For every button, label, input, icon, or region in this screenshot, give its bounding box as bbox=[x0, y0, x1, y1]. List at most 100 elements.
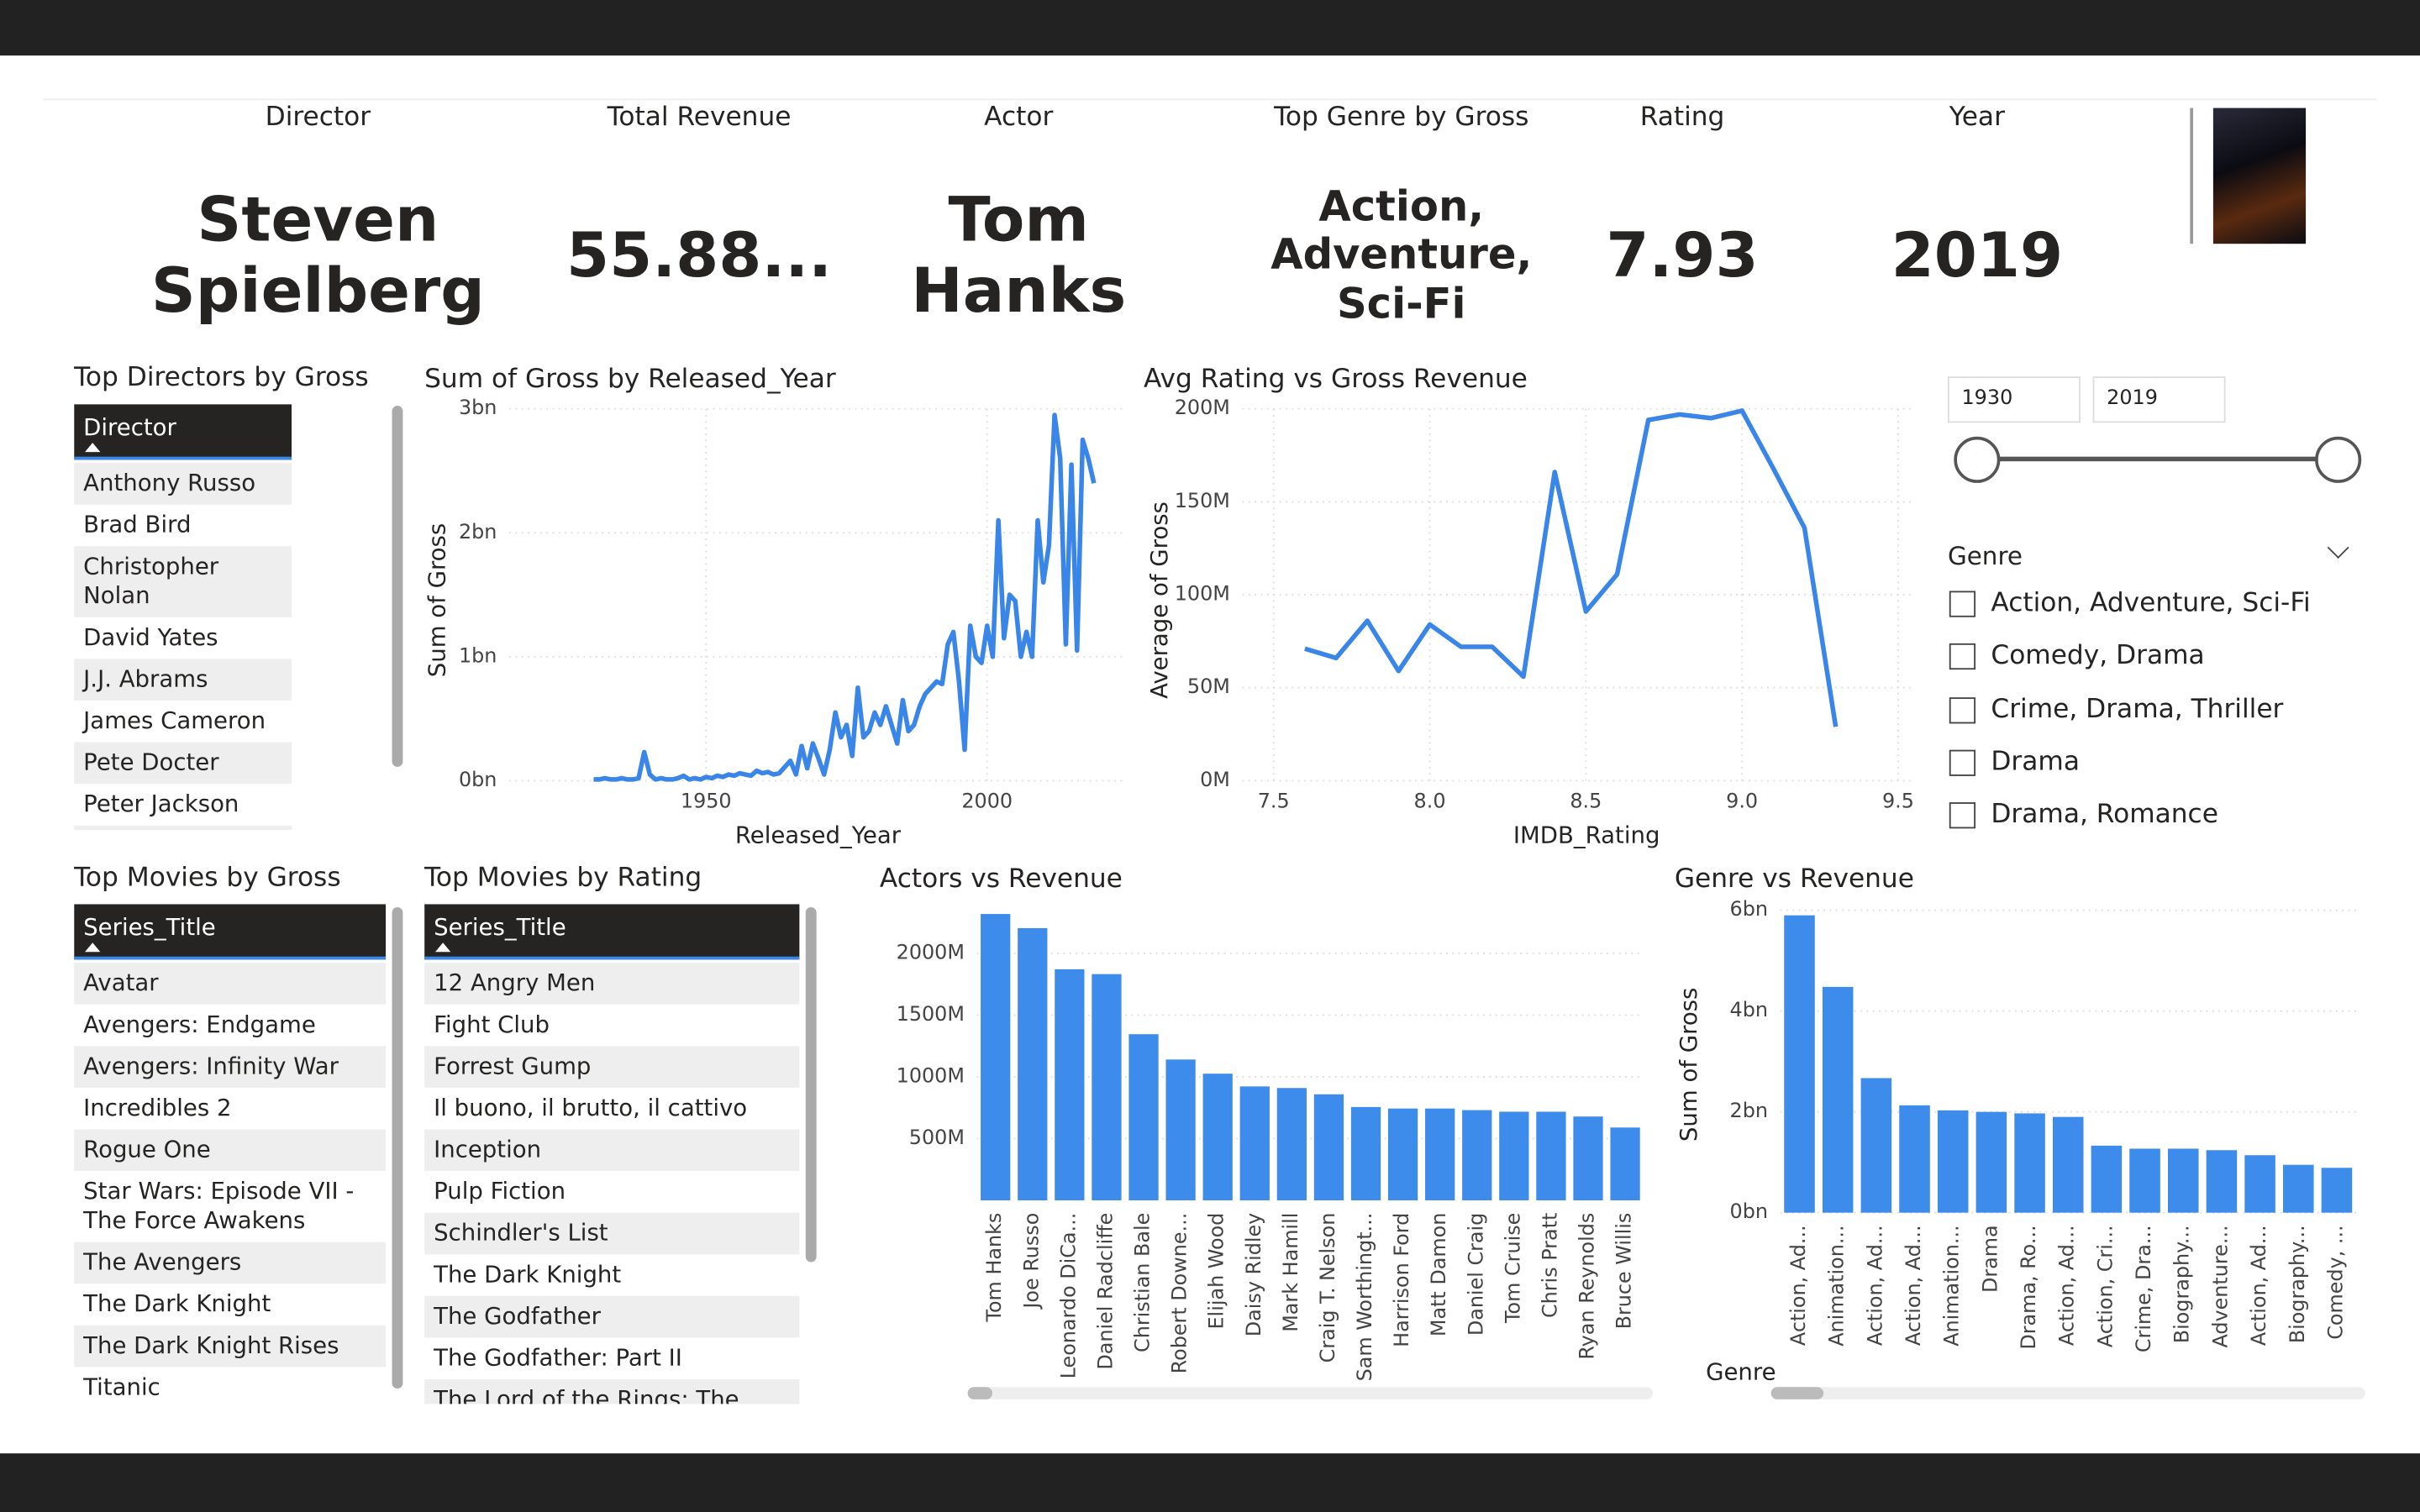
slider-handle[interactable] bbox=[2315, 436, 2362, 483]
slider-track bbox=[1975, 456, 2338, 462]
x-tick-label: Biography... bbox=[2286, 1225, 2309, 1343]
bar bbox=[1276, 1088, 1307, 1200]
table-body: 12 Angry Men Fight Club Forrest Gump Il buo… bbox=[424, 959, 800, 1404]
x-tick-label: 9.5 bbox=[1882, 790, 1914, 813]
table-row[interactable]: The Dark Knight Rises bbox=[74, 1325, 387, 1368]
sort-icon[interactable] bbox=[434, 942, 451, 953]
bottom-bar bbox=[0, 1453, 2420, 1512]
bar bbox=[1499, 1111, 1529, 1200]
y-axis-title: Average of Gross bbox=[1146, 501, 1173, 699]
table-row[interactable]: Anthony Russo bbox=[74, 463, 292, 505]
year-from[interactable]: 1930 bbox=[1947, 376, 2081, 423]
table-row[interactable]: Robert Zemeckis bbox=[74, 825, 292, 831]
checkbox-label[interactable]: Crime, Drama, Thriller bbox=[1991, 693, 2284, 725]
table-row[interactable]: Christopher Nolan bbox=[74, 546, 292, 617]
table-row[interactable]: The Godfather bbox=[424, 1295, 800, 1338]
table-row[interactable]: Fight Club bbox=[434, 1011, 550, 1039]
checkbox-label[interactable]: Drama, Romance bbox=[1991, 799, 2218, 831]
y-tick-label: 2bn bbox=[1730, 1099, 1768, 1122]
table-row[interactable]: 12 Angry Men bbox=[424, 963, 800, 1005]
table: Series_Title 12 Angry Men Fight Club Forres… bbox=[424, 904, 800, 1404]
y-axis-title: Sum of Gross bbox=[1676, 988, 1702, 1142]
card-value: 55.88... bbox=[566, 220, 833, 292]
table-row[interactable]: Il buono, il brutto, il cattivo bbox=[434, 1094, 748, 1122]
table-row[interactable]: Pulp Fiction bbox=[434, 1177, 566, 1205]
table-row[interactable]: Avengers: Infinity War bbox=[74, 1046, 387, 1088]
table-row[interactable]: Titanic bbox=[83, 1373, 160, 1401]
table-row[interactable]: J.J. Abrams bbox=[74, 659, 292, 701]
scrollbar[interactable] bbox=[392, 406, 403, 767]
checkbox-label[interactable]: Action, Adventure, Sci-Fi bbox=[1991, 587, 2311, 619]
table-row[interactable]: The Dark Knight bbox=[83, 1289, 271, 1318]
table-row[interactable]: Pete Docter bbox=[74, 742, 292, 785]
table-row[interactable]: Schindler's List bbox=[424, 1212, 800, 1255]
table-row[interactable]: Star Wars: Episode VII - The Force Awake… bbox=[83, 1177, 355, 1235]
checkbox-label[interactable]: Drama bbox=[1991, 746, 2080, 778]
bar bbox=[1128, 1034, 1159, 1200]
checkbox[interactable] bbox=[1949, 643, 1976, 670]
x-tick-label: Daniel Radcliffe bbox=[1093, 1213, 1117, 1370]
chart-title: Actors vs Revenue bbox=[880, 864, 1123, 894]
x-tick-label: Robert Downe... bbox=[1168, 1213, 1192, 1374]
x-tick-label: Animation... bbox=[1940, 1225, 1964, 1346]
y-tick-label: 100M bbox=[1175, 582, 1230, 606]
bar bbox=[1165, 1059, 1196, 1200]
table-body: Anthony Russo Brad Bird Christopher Nolan D… bbox=[74, 459, 292, 831]
y-tick-label: 200M bbox=[1175, 396, 1230, 419]
sort-icon[interactable] bbox=[85, 942, 101, 953]
table-row[interactable]: Incredibles 2 bbox=[83, 1094, 232, 1122]
y-tick-label: 1500M bbox=[897, 1002, 965, 1026]
table-row[interactable]: Avengers: Endgame bbox=[83, 1011, 316, 1039]
x-tick-label: Action, Ad... bbox=[2055, 1225, 2079, 1346]
table-row[interactable]: David Yates bbox=[83, 623, 218, 652]
bar bbox=[1610, 1127, 1640, 1200]
slider-handle[interactable] bbox=[1954, 436, 2001, 483]
bar bbox=[2282, 1164, 2314, 1213]
table-row[interactable]: Avatar bbox=[74, 963, 387, 1005]
checkbox[interactable] bbox=[1949, 591, 1976, 617]
x-tick-label: Bruce Willis bbox=[1612, 1213, 1636, 1330]
bar bbox=[1899, 1105, 1930, 1213]
table-row[interactable]: Inception bbox=[424, 1129, 800, 1172]
table-header[interactable]: Series_Title bbox=[424, 904, 800, 960]
table-row[interactable]: The Avengers bbox=[74, 1242, 387, 1284]
scrollbar[interactable] bbox=[805, 907, 817, 1263]
x-axis-title: Genre bbox=[1706, 1359, 1776, 1386]
x-axis-title: Released_Year bbox=[735, 822, 902, 849]
sort-icon[interactable] bbox=[85, 443, 101, 453]
table-row[interactable]: Peter Jackson bbox=[83, 790, 239, 818]
y-tick-label: 4bn bbox=[1730, 998, 1768, 1021]
year-to[interactable]: 2019 bbox=[2092, 376, 2226, 423]
y-tick-label: 1000M bbox=[897, 1064, 965, 1088]
checkbox[interactable] bbox=[1949, 749, 1976, 776]
checkbox[interactable] bbox=[1949, 802, 1976, 829]
table-row[interactable]: Brad Bird bbox=[83, 510, 192, 539]
table-header[interactable]: Director bbox=[74, 404, 292, 460]
y-tick-label: 0M bbox=[1200, 768, 1230, 791]
bar bbox=[1313, 1094, 1344, 1200]
table-row[interactable]: Rogue One bbox=[74, 1129, 387, 1172]
table-header[interactable]: Series_Title bbox=[74, 904, 387, 960]
table-row[interactable]: Forrest Gump bbox=[424, 1046, 800, 1088]
table-row[interactable]: James Cameron bbox=[83, 706, 266, 735]
divider bbox=[2190, 108, 2194, 244]
card-label: Year bbox=[1949, 102, 2005, 133]
bar bbox=[1018, 927, 1048, 1200]
table-row[interactable]: The Godfather: Part II bbox=[434, 1343, 682, 1372]
scrollbar[interactable] bbox=[392, 907, 403, 1389]
checkbox[interactable] bbox=[1949, 696, 1976, 723]
table-row[interactable]: The Lord of the Rings: The Return of the… bbox=[424, 1379, 800, 1404]
x-tick-label: Elijah Wood bbox=[1205, 1213, 1228, 1330]
bar bbox=[1462, 1110, 1492, 1200]
card-value: Tom Hanks bbox=[911, 185, 1127, 328]
card-value: 7.93 bbox=[1606, 220, 1759, 292]
table-row[interactable]: The Dark Knight bbox=[434, 1260, 622, 1289]
x-tick-label: Action, Ad... bbox=[1863, 1225, 1886, 1346]
x-tick-label: Daisy Ridley bbox=[1242, 1213, 1265, 1337]
x-tick-label: Joe Russo bbox=[1019, 1213, 1043, 1310]
x-tick-label: Action, Cri... bbox=[2093, 1225, 2117, 1347]
checkbox-label[interactable]: Comedy, Drama bbox=[1991, 640, 2205, 672]
bar bbox=[1937, 1110, 1969, 1213]
x-tick-label: Christian Bale bbox=[1131, 1213, 1155, 1352]
bar bbox=[1055, 969, 1085, 1200]
